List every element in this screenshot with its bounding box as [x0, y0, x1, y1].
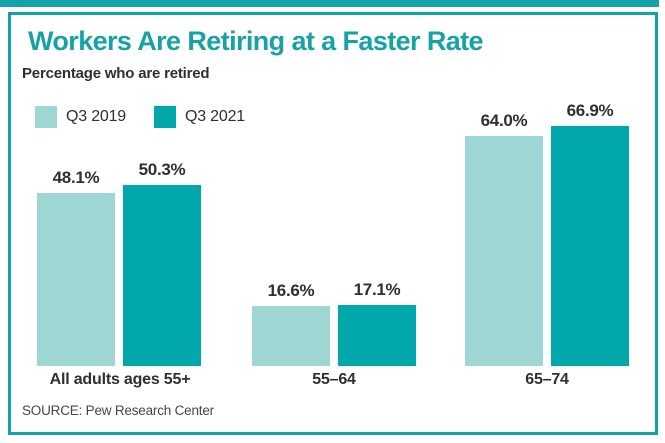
value-label-q3-2021-group0: 50.3%	[138, 160, 186, 179]
bar-q3-2019-group0	[37, 193, 115, 366]
chart-card	[8, 12, 658, 435]
value-label-q3-2019-group2: 64.0%	[480, 111, 528, 130]
value-label-q3-2019-group1: 16.6%	[267, 281, 315, 300]
bar-q3-2021-group2	[551, 126, 629, 366]
top-accent-bar	[0, 0, 659, 7]
bar-q3-2019-group1	[252, 306, 330, 366]
legend-item-q3-2019: Q3 2019	[35, 106, 126, 128]
legend-swatch-q3-2019	[35, 106, 57, 128]
chart-title: Workers Are Retiring at a Faster Rate	[28, 26, 484, 56]
bar-q3-2021-group1	[338, 305, 416, 366]
chart-subtitle: Percentage who are retired	[22, 65, 210, 82]
source-note: SOURCE: Pew Research Center	[22, 403, 214, 418]
bar-q3-2021-group0	[123, 185, 201, 366]
plot-area: 48.1% 50.3% 16.6% 17.1% 64.0% 66.9%	[37, 101, 629, 366]
value-label-q3-2019-group0: 48.1%	[52, 168, 100, 187]
value-label-q3-2021-group2: 66.9%	[566, 101, 614, 120]
legend: Q3 2019 Q3 2021	[35, 106, 245, 128]
legend-item-q3-2021: Q3 2021	[153, 106, 245, 128]
legend-label-q3-2019: Q3 2019	[66, 108, 126, 125]
legend-swatch-q3-2021	[153, 106, 176, 128]
value-label-q3-2021-group1: 17.1%	[353, 280, 401, 299]
category-label-55-64: 55–64	[312, 371, 356, 388]
category-label-all-adults: All adults ages 55+	[49, 371, 191, 388]
bar-q3-2019-group2	[465, 136, 543, 366]
category-label-65-74: 65–74	[525, 371, 569, 388]
legend-label-q3-2021: Q3 2021	[184, 108, 245, 125]
